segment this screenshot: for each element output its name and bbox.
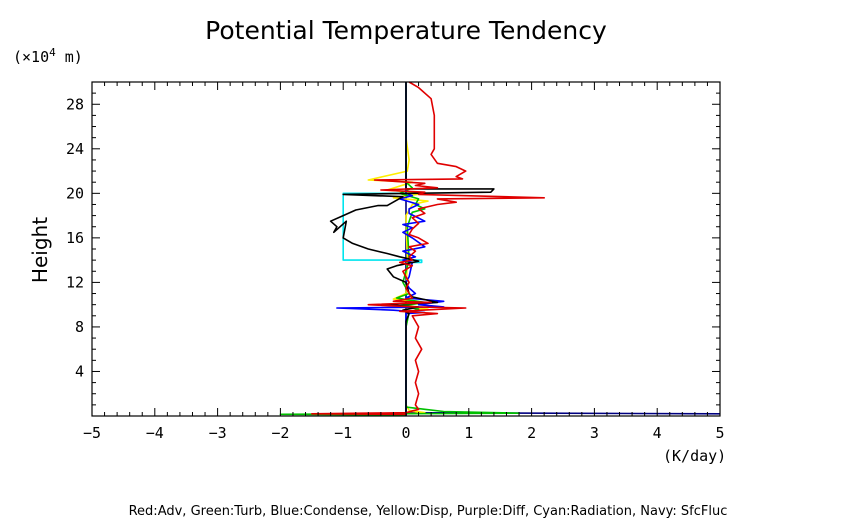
series-turb-line	[279, 82, 520, 416]
x-tick-label: −3	[209, 424, 227, 442]
y-tick-label: 28	[66, 95, 84, 113]
y-axis-unit: (×104 m)	[13, 46, 83, 66]
y-tick-label: 20	[66, 184, 84, 202]
series-layer	[279, 81, 721, 416]
y-tick-label: 4	[75, 362, 84, 380]
y-axis-label: Height	[28, 217, 52, 283]
x-tick-label: −2	[271, 424, 289, 442]
x-tick-label: 3	[590, 424, 599, 442]
x-tick-label: −4	[146, 424, 164, 442]
x-tick-label: −5	[83, 424, 101, 442]
y-tick-label: 16	[66, 229, 84, 247]
x-tick-label: 4	[653, 424, 662, 442]
x-tick-label: 1	[464, 424, 473, 442]
y-tick-label: 12	[66, 273, 84, 291]
series-sfcfluc-line	[405, 82, 721, 415]
chart-title: Potential Temperature Tendency	[205, 16, 607, 45]
series-adv-line	[311, 81, 545, 416]
y-tick-label: 8	[75, 318, 84, 336]
series-condense-line	[336, 82, 445, 416]
y-tick-label: 24	[66, 140, 84, 158]
x-axis-unit: (K/day)	[663, 447, 726, 465]
x-tick-label: 5	[715, 424, 724, 442]
x-tick-label: 0	[401, 424, 410, 442]
x-tick-label: −1	[334, 424, 352, 442]
x-tick-label: 2	[527, 424, 536, 442]
legend-text: Red:Adv, Green:Turb, Blue:Condense, Yell…	[129, 504, 728, 519]
